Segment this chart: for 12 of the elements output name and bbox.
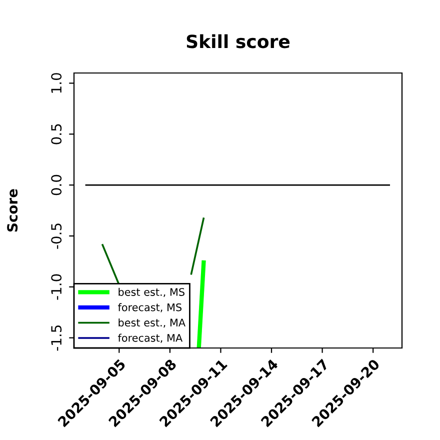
y-axis-title: Score [7, 189, 18, 232]
legend-label: forecast, MA [118, 334, 183, 343]
y-tick-label: -0.5 [51, 224, 62, 249]
y-tick-label: 1.0 [51, 73, 62, 93]
legend-label: best est., MA [118, 318, 186, 328]
chart-title: Skill score [186, 34, 290, 48]
legend-label: forecast, MS [118, 303, 182, 312]
legend-label: best est., MS [118, 288, 184, 298]
y-tick-label: 0.0 [51, 174, 62, 196]
y-tick-label: 0.5 [51, 124, 62, 144]
y-tick-label: -1.5 [51, 325, 62, 351]
y-tick-label: -1.0 [51, 274, 62, 300]
